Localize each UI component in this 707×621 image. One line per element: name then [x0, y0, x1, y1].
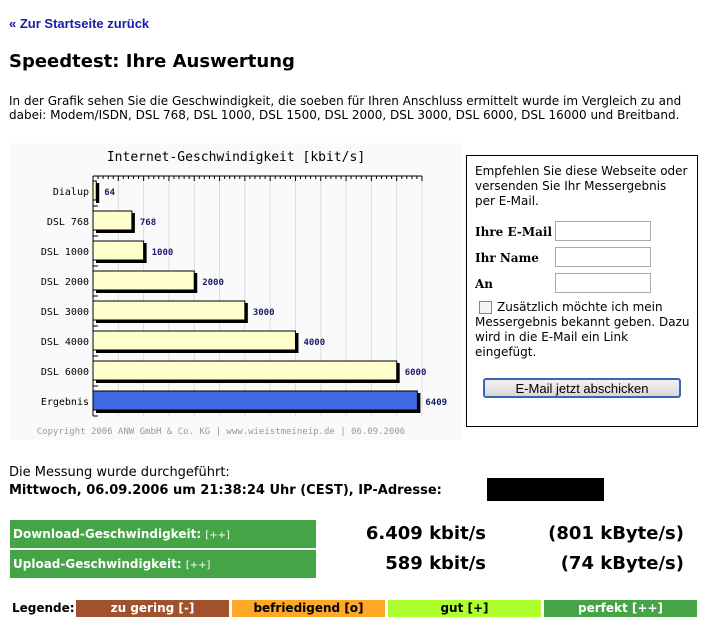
- chart-footer: Copyright 2006 ANW GmbH & Co. KG | www.w…: [37, 427, 405, 437]
- bar: [92, 330, 296, 351]
- upload-rating: [++]: [185, 560, 211, 571]
- bar: [92, 180, 97, 201]
- bar-shadow: [96, 183, 100, 203]
- category-label: Ergebnis: [41, 397, 89, 408]
- speed-chart: Internet-Geschwindigkeit [kbit/s] Dialup 6…: [10, 143, 462, 440]
- recipient-field[interactable]: [555, 273, 651, 293]
- legend-too-low: zu gering [-]: [76, 600, 229, 617]
- data-label: 3000: [253, 308, 275, 318]
- data-label: 2000: [202, 278, 224, 288]
- category-label: DSL 6000: [41, 367, 89, 378]
- send-email-button[interactable]: E-Mail jetzt abschicken: [483, 378, 681, 398]
- bar: [92, 300, 246, 321]
- download-rating: [++]: [205, 530, 230, 541]
- page-title: Speedtest: Ihre Auswertung: [9, 51, 295, 72]
- category-label: Dialup: [53, 187, 89, 198]
- email-label: Ihre E-Mail: [475, 225, 552, 239]
- category-label: DSL 2000: [41, 277, 89, 288]
- chart-title: Internet-Geschwindigkeit [kbit/s]: [107, 150, 365, 165]
- upload-label: Upload-Geschwindigkeit: [++]: [10, 550, 316, 578]
- data-label: 6409: [425, 398, 447, 408]
- email-field[interactable]: [555, 221, 651, 241]
- data-label: 768: [140, 218, 156, 228]
- bar: [92, 210, 133, 231]
- to-label: An: [475, 277, 494, 291]
- legend-label: Legende:: [12, 601, 75, 615]
- form-intro: Empfehlen Sie diese Webseite oder versen…: [475, 164, 688, 208]
- measurement-intro: Die Messung wurde durchgeführt:: [9, 465, 230, 480]
- upload-label-text: Upload-Geschwindigkeit:: [13, 557, 182, 571]
- upload-kbyte: (74 kByte/s): [560, 553, 684, 574]
- download-kbit: 6.409 kbit/s: [365, 523, 486, 544]
- bar: [92, 240, 145, 261]
- download-label-text: Download-Geschwindigkeit:: [13, 527, 202, 541]
- category-label: DSL 4000: [41, 337, 89, 348]
- download-kbyte: (801 kByte/s): [548, 523, 684, 544]
- data-label: 4000: [303, 338, 325, 348]
- download-label: Download-Geschwindigkeit: [++]: [10, 520, 316, 548]
- legend-perfect: perfekt [++]: [544, 600, 697, 617]
- share-result-checkbox[interactable]: [479, 301, 492, 314]
- bar: [92, 270, 195, 291]
- data-label: 64: [104, 188, 115, 198]
- recommend-form: Empfehlen Sie diese Webseite oder versen…: [466, 155, 698, 427]
- category-label: DSL 3000: [41, 307, 89, 318]
- bar: [92, 390, 418, 411]
- share-result-label: Zusätzlich möchte ich mein Messergebnis …: [475, 300, 690, 359]
- category-label: DSL 768: [47, 217, 89, 228]
- intro-text: dabei: Modem/ISDN, DSL 768, DSL 1000, DS…: [9, 108, 680, 122]
- legend-good: gut [+]: [388, 600, 541, 617]
- upload-kbit: 589 kbit/s: [385, 553, 486, 574]
- name-field[interactable]: [555, 247, 651, 267]
- measurement-datetime: Mittwoch, 06.09.2006 um 21:38:24 Uhr (CE…: [9, 483, 442, 498]
- back-to-home-link[interactable]: « Zur Startseite zurück: [9, 16, 150, 31]
- category-label: DSL 1000: [41, 247, 89, 258]
- legend-satisfactory: befriedigend [o]: [232, 600, 385, 617]
- intro-text: In der Grafik sehen Sie die Geschwindigk…: [9, 94, 682, 108]
- data-label: 1000: [152, 248, 174, 258]
- bar: [92, 360, 398, 381]
- data-label: 6000: [405, 368, 427, 378]
- name-label: Ihr Name: [475, 251, 539, 265]
- ip-address-redacted: [487, 478, 604, 501]
